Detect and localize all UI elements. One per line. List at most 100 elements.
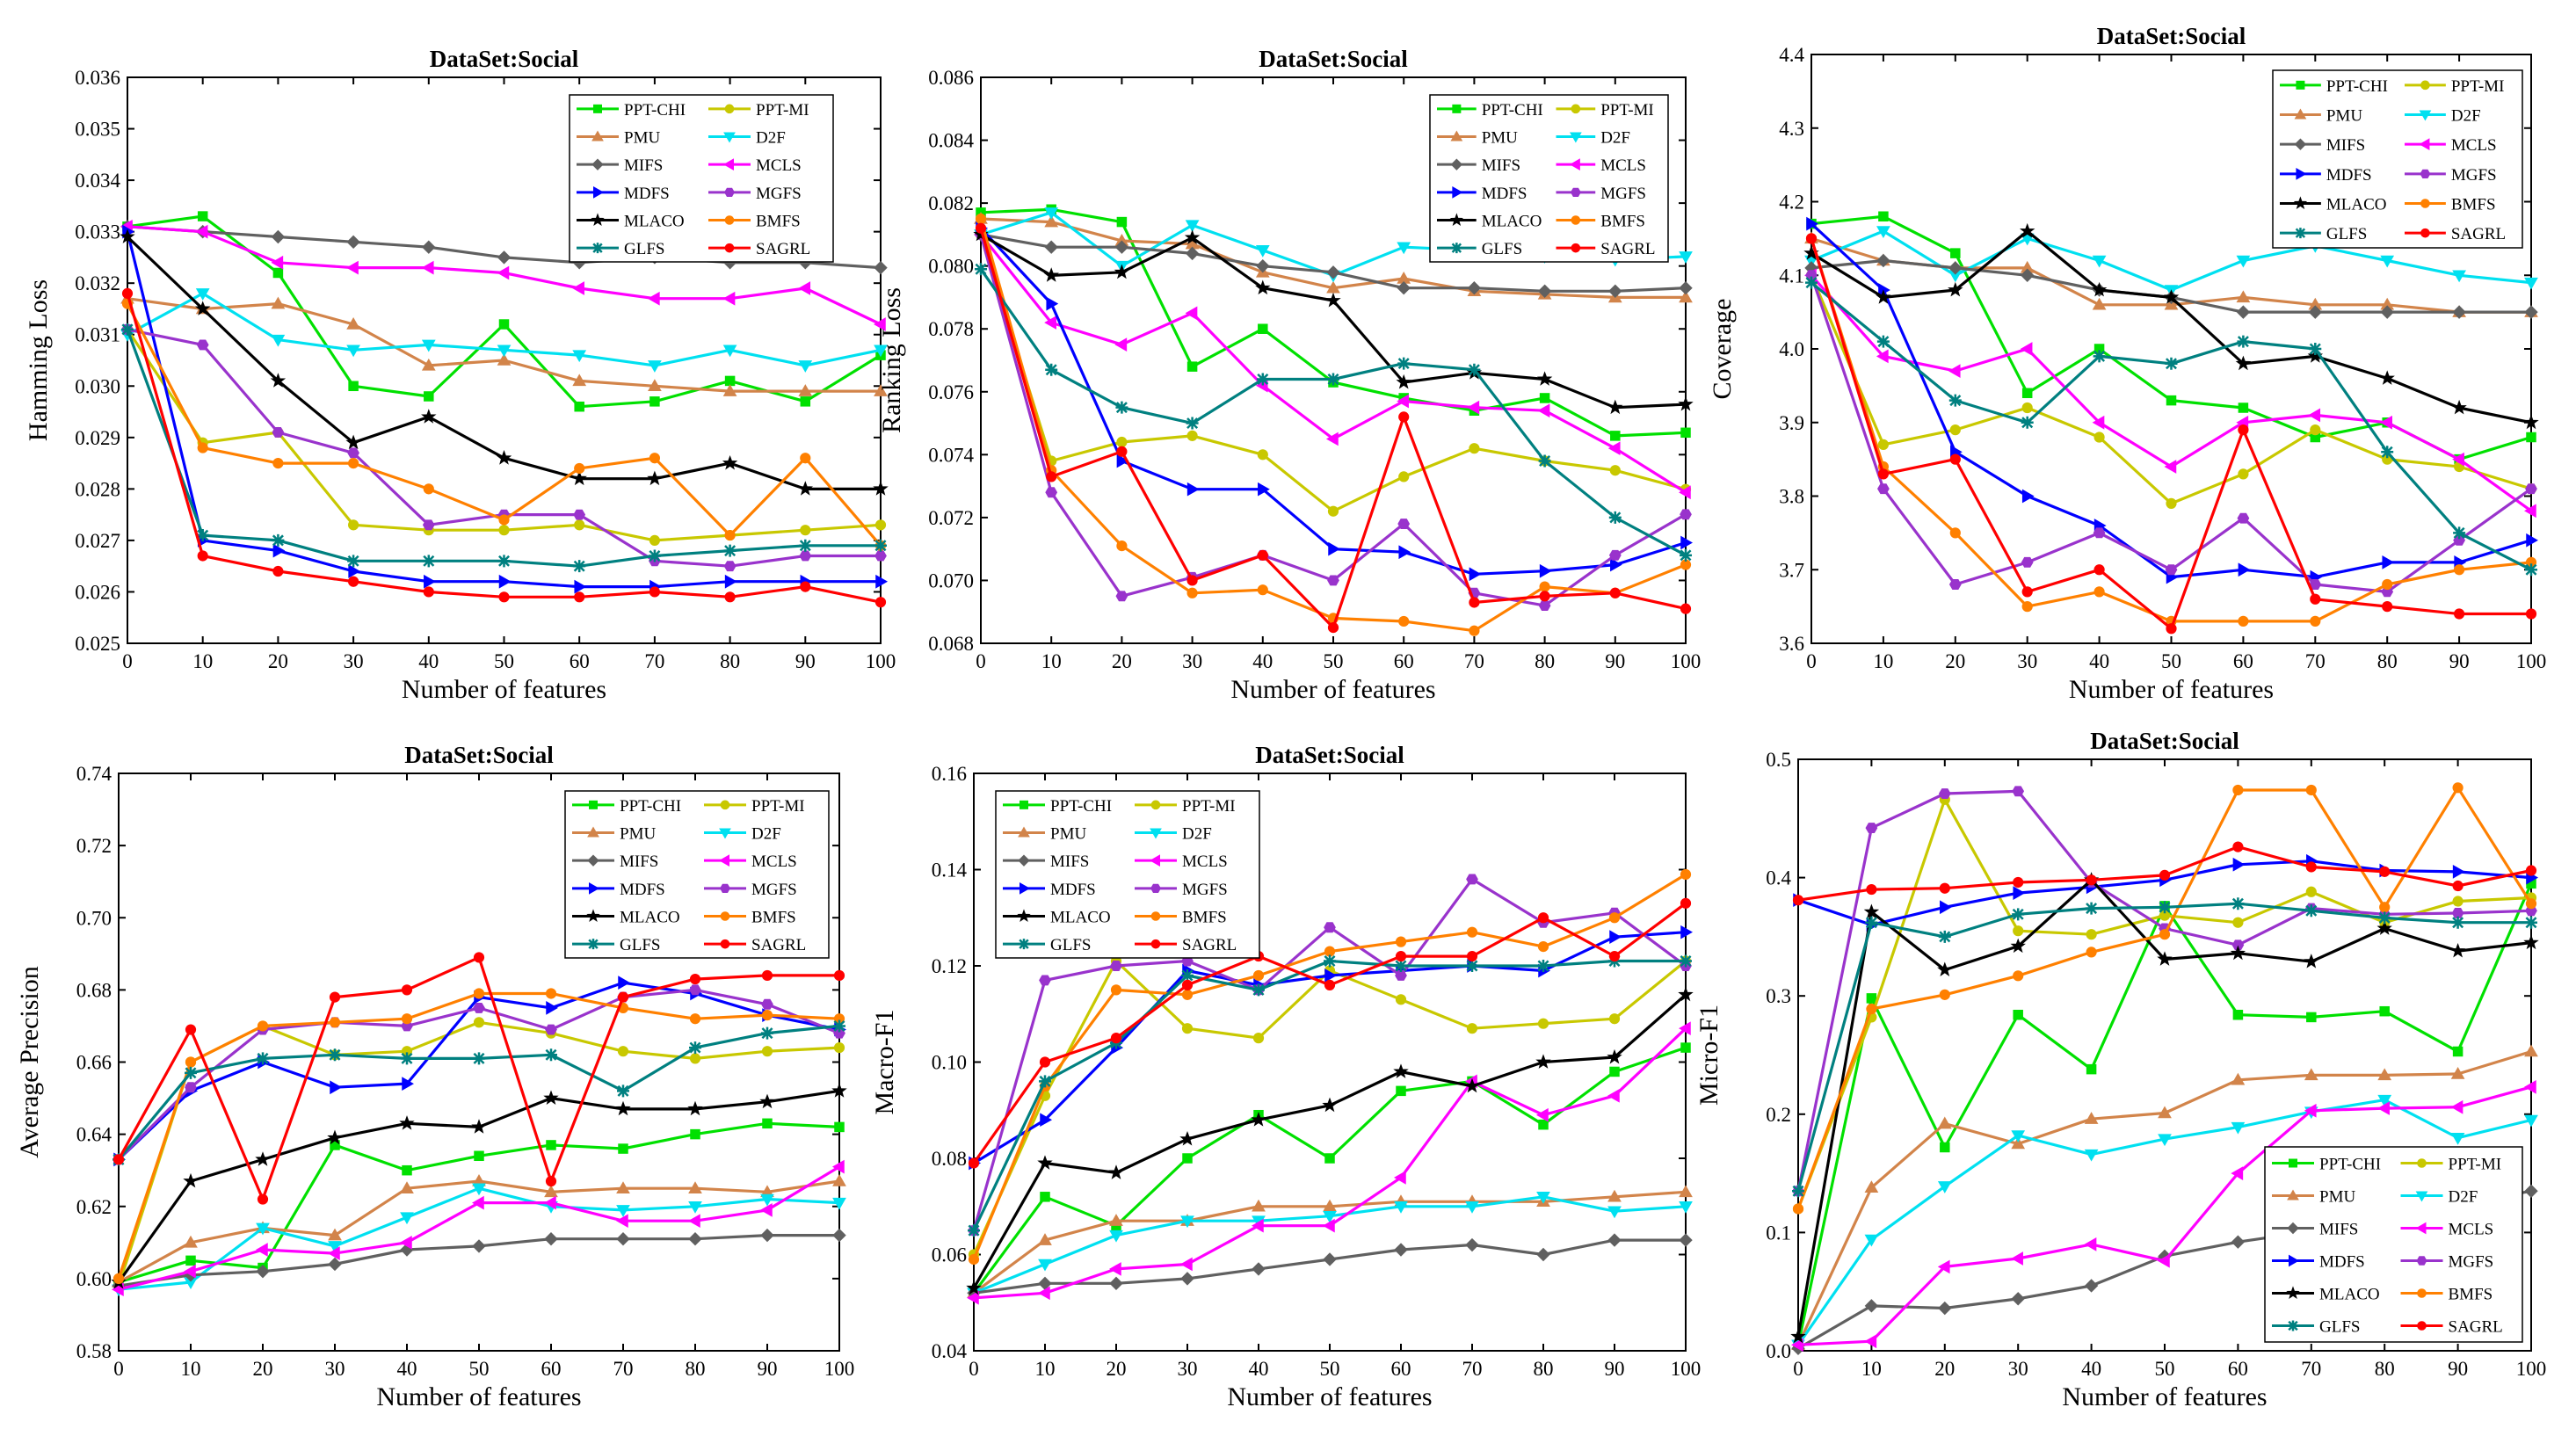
data-point — [1395, 994, 1407, 1005]
data-point — [2380, 255, 2395, 268]
data-point — [1792, 1185, 1804, 1198]
x-tick-label: 0 — [122, 650, 133, 672]
data-point — [2159, 901, 2171, 914]
y-axis-label: Micro-F1 — [1694, 1005, 1723, 1106]
data-point — [2452, 880, 2464, 892]
data-point — [799, 550, 812, 562]
data-point — [1109, 1230, 1123, 1243]
legend-swatch-marker — [1450, 130, 1463, 141]
legend-label: MIFS — [2319, 1221, 2358, 1239]
data-point — [1537, 403, 1550, 418]
data-point — [348, 457, 359, 469]
legend-label: PPT-CHI — [624, 101, 686, 120]
data-point — [271, 255, 284, 270]
data-point — [2086, 947, 2097, 958]
y-tick-label: 0.70 — [76, 907, 112, 929]
data-point — [723, 561, 737, 572]
data-point — [1397, 357, 1411, 370]
data-point — [722, 384, 737, 396]
data-point — [761, 969, 773, 982]
data-point — [1864, 1299, 1879, 1313]
data-point — [1257, 584, 1268, 596]
data-point — [1046, 296, 1059, 311]
data-point — [649, 586, 661, 598]
data-point — [1115, 401, 1128, 414]
x-tick-label: 100 — [2516, 1358, 2547, 1380]
data-point — [1536, 1192, 1550, 1204]
legend-swatch-marker — [2417, 1158, 2427, 1168]
data-point — [2232, 784, 2244, 796]
series-glfs — [1805, 276, 2537, 577]
x-tick-label: 80 — [1534, 1358, 1554, 1380]
data-point — [255, 1151, 271, 1166]
x-tick-label: 80 — [686, 1358, 706, 1380]
x-tick-label: 40 — [2081, 1358, 2101, 1380]
data-point — [1680, 897, 1692, 909]
data-point — [1864, 1334, 1877, 1349]
data-point — [1257, 449, 1268, 461]
data-point — [2086, 874, 2097, 886]
data-point — [1609, 465, 1621, 476]
data-point — [2523, 1079, 2536, 1094]
data-point — [1949, 424, 1961, 436]
data-point — [2232, 1009, 2244, 1020]
legend-swatch-marker — [1150, 911, 1161, 921]
data-point — [1397, 242, 1411, 255]
x-axis-label: Number of features — [1227, 1382, 1432, 1411]
data-point — [402, 1077, 415, 1091]
y-tick-label: 0.068 — [928, 633, 974, 655]
data-point — [648, 360, 662, 373]
data-point — [544, 1231, 558, 1246]
data-point — [1536, 371, 1553, 386]
data-point — [1537, 960, 1549, 972]
data-point — [272, 267, 284, 279]
y-tick-label: 0.16 — [932, 763, 967, 785]
y-tick-label: 0.2 — [1766, 1104, 1791, 1126]
data-point — [2092, 415, 2105, 430]
data-point — [759, 1202, 773, 1217]
data-point — [1256, 258, 1270, 273]
data-point — [1680, 509, 1692, 520]
data-point — [874, 539, 887, 552]
legend-label: MCLS — [2451, 136, 2497, 155]
legend-label: GLFS — [624, 240, 664, 258]
data-point — [195, 288, 210, 301]
data-point — [618, 1143, 628, 1154]
legend-swatch-marker — [592, 243, 603, 254]
y-tick-label: 0.14 — [932, 860, 968, 881]
data-point — [1949, 527, 1961, 539]
data-point — [574, 462, 585, 475]
x-tick-label: 10 — [1035, 1358, 1056, 1380]
data-point — [2021, 416, 2034, 429]
data-point — [473, 988, 485, 999]
data-point — [759, 1093, 775, 1109]
data-point — [272, 427, 285, 438]
data-point — [2012, 908, 2025, 921]
legend-swatch-marker — [2289, 1254, 2300, 1267]
data-point — [1465, 1201, 1479, 1214]
x-tick-label: 100 — [824, 1358, 855, 1380]
data-point — [1864, 1180, 1879, 1193]
data-point — [1258, 323, 1268, 334]
data-point — [330, 1080, 343, 1095]
data-point — [2021, 601, 2033, 613]
data-point — [1397, 394, 1409, 409]
data-point — [1792, 1203, 1804, 1215]
legend-swatch-marker — [2294, 108, 2307, 120]
data-point — [1610, 431, 1621, 441]
data-point — [472, 1183, 486, 1196]
data-point — [573, 560, 586, 573]
y-axis-label: Macro-F1 — [870, 1010, 899, 1115]
series-sagrl — [112, 952, 845, 1205]
data-point — [2380, 415, 2392, 430]
series-pmu — [1791, 1044, 2538, 1351]
legend-label: MIFS — [1482, 156, 1520, 175]
y-tick-label: 0.025 — [75, 633, 120, 655]
data-point — [2093, 586, 2105, 598]
data-point — [421, 409, 437, 424]
data-point — [833, 1019, 845, 1033]
data-point — [2236, 305, 2251, 319]
data-point — [1037, 1155, 1053, 1170]
data-point — [761, 1046, 773, 1057]
data-point — [1039, 1075, 1051, 1088]
